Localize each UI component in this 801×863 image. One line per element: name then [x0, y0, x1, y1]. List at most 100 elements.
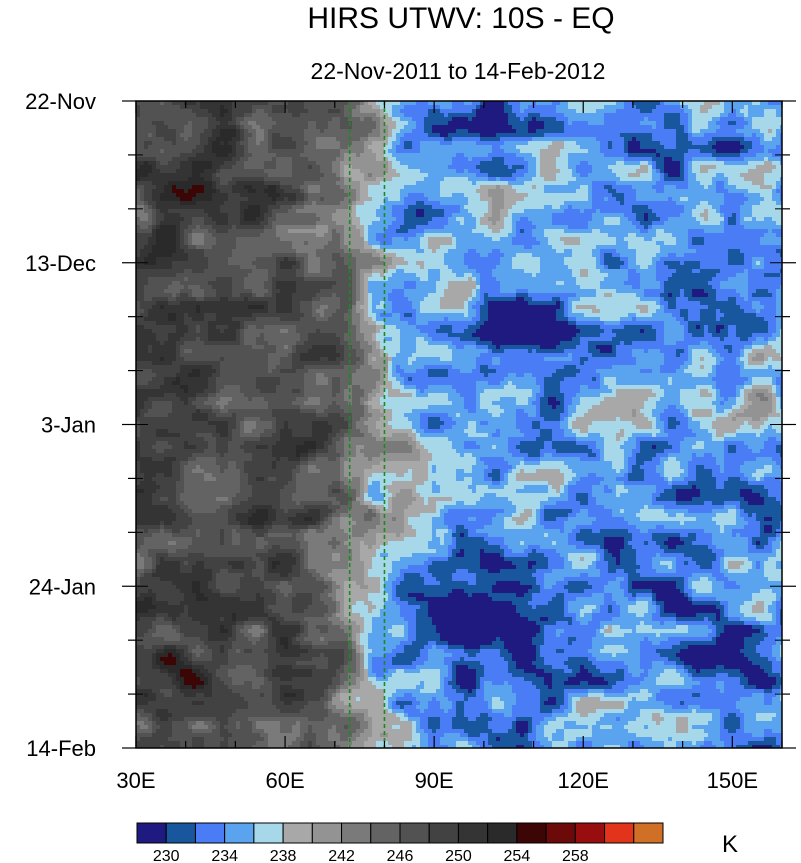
field-cell: [140, 165, 145, 170]
field-cell: [548, 177, 553, 182]
field-cell: [172, 117, 177, 122]
field-cell: [292, 205, 297, 210]
field-cell: [140, 213, 145, 218]
field-cell: [648, 137, 653, 142]
field-cell: [532, 221, 537, 226]
field-cell: [468, 141, 473, 146]
field-cell: [184, 161, 189, 166]
field-cell: [184, 209, 189, 214]
field-cell: [636, 153, 641, 158]
field-cell: [548, 117, 553, 122]
field-cell: [428, 121, 433, 126]
field-cell: [144, 109, 149, 114]
field-cell: [356, 117, 361, 122]
field-cell: [396, 169, 401, 174]
field-cell: [140, 173, 145, 178]
field-cell: [548, 201, 553, 206]
field-cell: [476, 117, 481, 122]
field-cell: [672, 121, 677, 126]
field-cell: [304, 109, 309, 114]
field-cell: [684, 213, 689, 218]
field-cell: [616, 113, 621, 118]
field-cell: [524, 129, 529, 134]
field-cell: [240, 137, 245, 142]
field-cell: [544, 161, 549, 166]
field-cell: [304, 113, 309, 118]
field-cell: [340, 149, 345, 154]
field-cell: [756, 205, 761, 210]
field-cell: [392, 153, 397, 158]
field-cell: [448, 177, 453, 182]
field-cell: [228, 109, 233, 114]
field-cell: [532, 197, 537, 202]
field-cell: [196, 113, 201, 118]
field-cell: [432, 177, 437, 182]
field-cell: [144, 117, 149, 122]
field-cell: [448, 185, 453, 190]
field-cell: [208, 217, 213, 222]
field-cell: [580, 221, 585, 226]
field-cell: [232, 205, 237, 210]
field-cell: [592, 217, 597, 222]
field-cell: [580, 149, 585, 154]
field-cell: [548, 137, 553, 142]
field-cell: [380, 129, 385, 134]
field-cell: [512, 201, 517, 206]
field-cell: [568, 133, 573, 138]
field-cell: [328, 105, 333, 110]
field-cell: [268, 129, 273, 134]
field-cell: [660, 157, 665, 162]
field-cell: [464, 177, 469, 182]
field-cell: [616, 125, 621, 130]
field-cell: [616, 169, 621, 174]
field-cell: [436, 153, 441, 158]
field-cell: [412, 161, 417, 166]
field-cell: [436, 129, 441, 134]
field-cell: [332, 161, 337, 166]
field-cell: [248, 113, 253, 118]
field-cell: [740, 165, 745, 170]
field-cell: [480, 221, 485, 226]
field-cell: [228, 133, 233, 138]
field-cell: [484, 185, 489, 190]
field-cell: [632, 121, 637, 126]
field-cell: [292, 117, 297, 122]
field-cell: [336, 221, 341, 226]
field-cell: [480, 169, 485, 174]
field-cell: [336, 165, 341, 170]
field-cell: [168, 193, 173, 198]
field-cell: [460, 189, 465, 194]
field-cell: [556, 113, 561, 118]
field-cell: [260, 141, 265, 146]
field-cell: [468, 201, 473, 206]
field-cell: [664, 169, 669, 174]
field-cell: [292, 161, 297, 166]
field-cell: [508, 113, 513, 118]
field-cell: [752, 185, 757, 190]
field-cell: [708, 105, 713, 110]
field-cell: [428, 185, 433, 190]
field-cell: [204, 113, 209, 118]
field-cell: [716, 181, 721, 186]
field-cell: [532, 109, 537, 114]
field-cell: [524, 153, 529, 158]
field-cell: [696, 213, 701, 218]
field-cell: [748, 209, 753, 214]
field-cell: [612, 101, 617, 106]
field-cell: [552, 209, 557, 214]
field-cell: [372, 201, 377, 206]
field-cell: [760, 133, 765, 138]
field-cell: [420, 173, 425, 178]
field-cell: [396, 125, 401, 130]
field-cell: [264, 121, 269, 126]
field-cell: [204, 109, 209, 114]
field-cell: [736, 145, 741, 150]
field-cell: [216, 209, 221, 214]
field-cell: [500, 209, 505, 214]
field-cell: [580, 101, 585, 106]
field-cell: [568, 213, 573, 218]
field-cell: [424, 113, 429, 118]
field-cell: [448, 217, 453, 222]
field-cell: [360, 149, 365, 154]
field-cell: [316, 185, 321, 190]
